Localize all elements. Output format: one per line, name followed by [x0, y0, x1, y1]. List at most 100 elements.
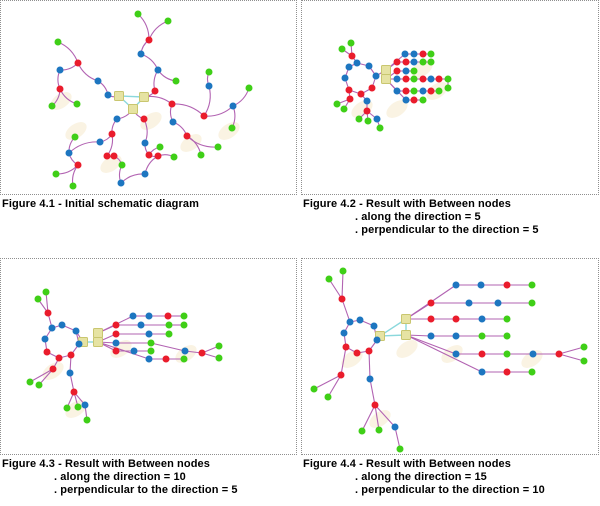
blue-node [58, 321, 66, 329]
green-node [172, 77, 180, 85]
junction-square-node [93, 337, 103, 347]
caption-line: . along the direction = 15 [355, 471, 487, 483]
green-node [427, 58, 435, 66]
edge-line [374, 404, 396, 428]
green-node [73, 100, 81, 108]
green-node [580, 343, 588, 351]
caption-line: . along the direction = 5 [355, 211, 481, 223]
green-node [503, 315, 511, 323]
blue-node [346, 318, 354, 326]
blue-node [145, 330, 153, 338]
green-node [180, 355, 188, 363]
blue-node [96, 138, 104, 146]
blue-node [154, 66, 162, 74]
junction-square-node [139, 92, 149, 102]
edge-line [394, 426, 401, 450]
edge-line [340, 346, 347, 376]
red-node [348, 52, 356, 60]
blue-node [401, 50, 409, 58]
edge-line [369, 378, 376, 406]
red-node [198, 349, 206, 357]
blue-node [41, 335, 49, 343]
green-node [215, 354, 223, 362]
green-node [228, 124, 236, 132]
green-node [338, 45, 346, 53]
edge-line [77, 62, 99, 82]
green-node [63, 404, 71, 412]
blue-node [372, 72, 380, 80]
red-node [44, 309, 52, 317]
highlight-blob [100, 155, 122, 173]
red-node [478, 350, 486, 358]
edge-line [203, 85, 211, 117]
red-node [410, 96, 418, 104]
blue-node [477, 281, 485, 289]
blue-node [65, 149, 73, 157]
red-node [353, 349, 361, 357]
edge-line [374, 404, 380, 431]
green-node [52, 170, 60, 178]
blue-node [366, 375, 374, 383]
green-node [34, 295, 42, 303]
blue-node [419, 87, 427, 95]
red-node [357, 90, 365, 98]
caption-line: Figure 4.1 - Initial schematic diagram [2, 198, 199, 210]
red-node [110, 152, 118, 160]
blue-node [402, 67, 410, 75]
blue-node [410, 58, 418, 66]
red-node [151, 87, 159, 95]
blue-node [402, 96, 410, 104]
green-node [74, 403, 82, 411]
red-node [435, 75, 443, 83]
figure-4-2-panel [301, 0, 599, 195]
blue-node [391, 423, 399, 431]
green-node [396, 445, 404, 453]
green-node [71, 133, 79, 141]
blue-node [137, 50, 145, 58]
red-node [43, 348, 51, 356]
edge-line [368, 350, 371, 380]
blue-node [72, 327, 80, 335]
green-node [410, 67, 418, 75]
red-node [342, 343, 350, 351]
red-node [74, 59, 82, 67]
blue-node [373, 115, 381, 123]
blue-node [145, 312, 153, 320]
red-node [427, 87, 435, 95]
green-node [54, 38, 62, 46]
green-node [339, 267, 347, 275]
figure-4-2-caption: Figure 4.2 - Result with Between nodes .… [303, 198, 539, 237]
blue-node [365, 62, 373, 70]
green-node [170, 153, 178, 161]
blue-node [452, 350, 460, 358]
figure-4-1-diagram [48, 10, 253, 190]
highlight-blob [441, 345, 463, 363]
blue-node [169, 118, 177, 126]
green-node [245, 84, 253, 92]
green-node [478, 332, 486, 340]
edge-line [120, 173, 146, 184]
red-node [337, 371, 345, 379]
edge-line [29, 368, 54, 383]
red-node [112, 321, 120, 329]
edge-line [328, 278, 343, 300]
blue-node [229, 102, 237, 110]
green-node [444, 84, 452, 92]
red-node [112, 330, 120, 338]
edge-line [45, 291, 49, 314]
blue-node [341, 74, 349, 82]
blue-node [66, 369, 74, 377]
blue-node [363, 97, 371, 105]
blue-node [81, 401, 89, 409]
green-node [528, 281, 536, 289]
junction-square-node [381, 74, 391, 84]
green-node [580, 357, 588, 365]
green-node [427, 50, 435, 58]
edge-line [558, 346, 585, 355]
red-node [427, 299, 435, 307]
figure-4-4-diagram [310, 267, 588, 453]
blue-node [393, 87, 401, 95]
figure-4-3-caption: Figure 4.3 - Result with Between nodes .… [2, 458, 238, 497]
green-node [419, 58, 427, 66]
